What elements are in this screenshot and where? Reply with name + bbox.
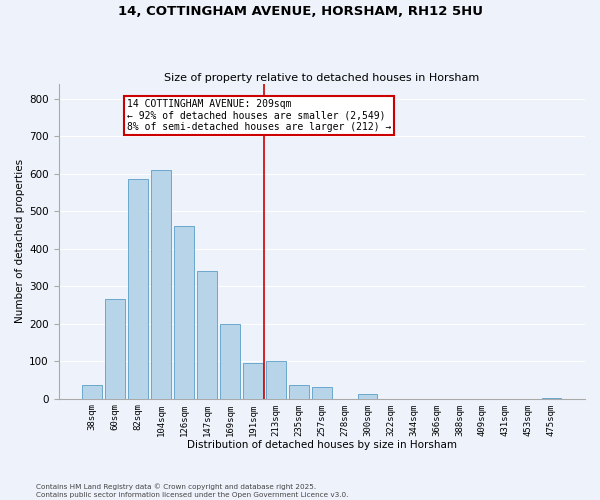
Text: Contains HM Land Registry data © Crown copyright and database right 2025.
Contai: Contains HM Land Registry data © Crown c… xyxy=(36,484,349,498)
Bar xyxy=(243,363,263,398)
Bar xyxy=(289,385,308,398)
Text: 14 COTTINGHAM AVENUE: 209sqm
← 92% of detached houses are smaller (2,549)
8% of : 14 COTTINGHAM AVENUE: 209sqm ← 92% of de… xyxy=(127,99,391,132)
Bar xyxy=(106,298,125,398)
Bar xyxy=(82,385,102,398)
Bar xyxy=(220,324,239,398)
Bar xyxy=(151,170,171,398)
Title: Size of property relative to detached houses in Horsham: Size of property relative to detached ho… xyxy=(164,73,479,83)
Bar xyxy=(266,361,286,399)
Bar xyxy=(174,226,194,398)
Bar xyxy=(358,394,377,398)
Text: 14, COTTINGHAM AVENUE, HORSHAM, RH12 5HU: 14, COTTINGHAM AVENUE, HORSHAM, RH12 5HU xyxy=(118,5,482,18)
X-axis label: Distribution of detached houses by size in Horsham: Distribution of detached houses by size … xyxy=(187,440,457,450)
Bar xyxy=(312,388,332,398)
Bar xyxy=(197,271,217,398)
Bar xyxy=(128,180,148,398)
Y-axis label: Number of detached properties: Number of detached properties xyxy=(15,159,25,324)
